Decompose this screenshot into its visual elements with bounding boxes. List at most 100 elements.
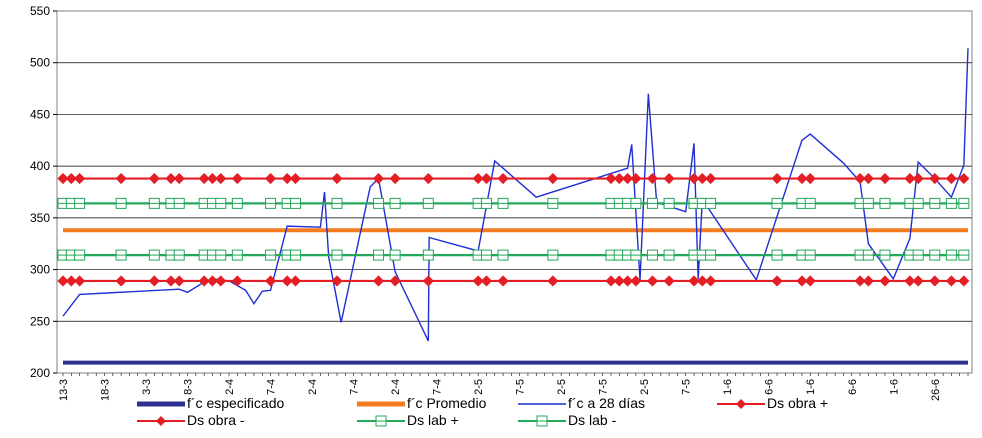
- data-point: [422, 275, 434, 287]
- x-tick-label: 1-6: [805, 379, 817, 395]
- data-point: [165, 275, 177, 287]
- data-point: [879, 172, 891, 185]
- series-6: [57, 249, 970, 261]
- data-point: [929, 172, 941, 185]
- data-point: [696, 172, 708, 185]
- y-tick-label: 250: [30, 314, 50, 328]
- x-tick-label: 2-4: [390, 379, 402, 395]
- y-tick-label: 300: [30, 263, 50, 277]
- x-tick-group: 6-6: [847, 379, 859, 395]
- x-tick-group: 1-6: [805, 379, 817, 395]
- legend-item: f´c Promedio: [357, 395, 487, 411]
- data-point: [705, 275, 717, 287]
- gridlines: [56, 10, 973, 374]
- legend-label: Ds obra -: [187, 412, 245, 428]
- data-point: [796, 275, 808, 287]
- legend-label: Ds obra +: [767, 395, 828, 411]
- series-layer: [57, 48, 970, 365]
- data-point: [206, 275, 219, 287]
- y-tick-label: 550: [30, 4, 50, 18]
- data-point: [372, 275, 385, 287]
- data-point: [281, 172, 293, 185]
- x-tick-group: 6-6: [764, 379, 776, 395]
- x-tick-group: 2-4: [224, 379, 236, 395]
- x-tick-label: 1-6: [722, 379, 734, 395]
- x-tick-label: 7-4: [349, 379, 361, 395]
- data-point: [958, 275, 970, 287]
- x-tick-group: 1-6: [888, 379, 900, 395]
- data-point: [165, 172, 177, 185]
- data-point: [945, 275, 957, 287]
- data-point: [472, 172, 484, 185]
- y-tick-label: 450: [30, 107, 50, 121]
- data-point: [331, 275, 343, 287]
- data-point: [862, 172, 874, 185]
- data-point: [215, 172, 227, 185]
- y-tick-label: 500: [30, 56, 50, 70]
- legend-item: f´c a 28 días: [518, 395, 645, 411]
- x-tick-label: 3-3: [141, 379, 153, 395]
- x-tick-label: 7-5: [515, 379, 527, 395]
- data-point: [688, 172, 700, 185]
- series-4: [57, 275, 970, 287]
- data-point: [547, 172, 559, 185]
- series-2: [62, 48, 969, 342]
- data-point: [497, 275, 509, 287]
- y-tick-label: 200: [30, 366, 50, 380]
- x-tick-label: 13-3: [58, 379, 70, 401]
- data-point: [389, 275, 401, 287]
- data-point: [613, 275, 625, 287]
- data-point: [945, 172, 957, 185]
- data-point: [804, 275, 816, 287]
- x-tick-label: 2-5: [639, 379, 651, 395]
- data-point: [497, 172, 509, 185]
- legend-item: Ds lab -: [518, 412, 617, 428]
- x-tick-label: 7-5: [598, 379, 610, 395]
- data-point: [804, 172, 816, 185]
- legend-label: Ds lab -: [568, 412, 617, 428]
- x-tick-group: 7-4: [349, 379, 361, 395]
- legend-label: f´c a 28 días: [568, 395, 645, 411]
- x-tick-label: 26-6: [930, 379, 942, 401]
- legend-label: f´c Promedio: [407, 395, 487, 411]
- data-point: [289, 275, 302, 287]
- data-point: [480, 172, 493, 185]
- x-tick-label: 8-3: [183, 379, 195, 395]
- x-tick-group: 7-4: [266, 379, 278, 395]
- x-tick-label: 2-5: [473, 379, 485, 395]
- x-tick-label: 18-3: [100, 379, 112, 401]
- data-point: [65, 275, 77, 287]
- legend-marker: [736, 399, 746, 409]
- data-point: [115, 275, 127, 287]
- legend-item: Ds lab +: [357, 412, 459, 428]
- legend-item: Ds obra -: [137, 412, 245, 428]
- x-tick-label: 6-6: [764, 379, 776, 395]
- x-tick-label: 7-4: [266, 379, 278, 395]
- data-point: [879, 275, 891, 287]
- data-point: [622, 172, 634, 185]
- x-tick-group: 13-3: [58, 379, 70, 401]
- x-tick-group: 1-6: [722, 379, 734, 395]
- x-tick-group: 26-6: [930, 379, 942, 401]
- data-point: [472, 275, 484, 287]
- data-point: [705, 172, 717, 185]
- legend-label: f´c especificado: [187, 395, 284, 411]
- data-point: [646, 275, 659, 287]
- plot-frame: [56, 10, 973, 374]
- data-point: [281, 275, 293, 287]
- data-point: [854, 275, 866, 287]
- data-point: [289, 172, 302, 185]
- data-point: [74, 275, 86, 287]
- x-tick-group: 2-5: [639, 379, 651, 395]
- data-point: [480, 275, 493, 287]
- data-point: [929, 275, 941, 287]
- x-tick-group: 7-4: [432, 379, 444, 395]
- x-tick-label: 2-4: [224, 379, 236, 395]
- data-point: [912, 275, 924, 287]
- data-point: [173, 172, 185, 185]
- x-tick-group: 3-3: [141, 379, 153, 395]
- data-point: [65, 172, 77, 185]
- data-point: [231, 275, 243, 287]
- data-point: [862, 275, 874, 287]
- series-5: [57, 197, 970, 209]
